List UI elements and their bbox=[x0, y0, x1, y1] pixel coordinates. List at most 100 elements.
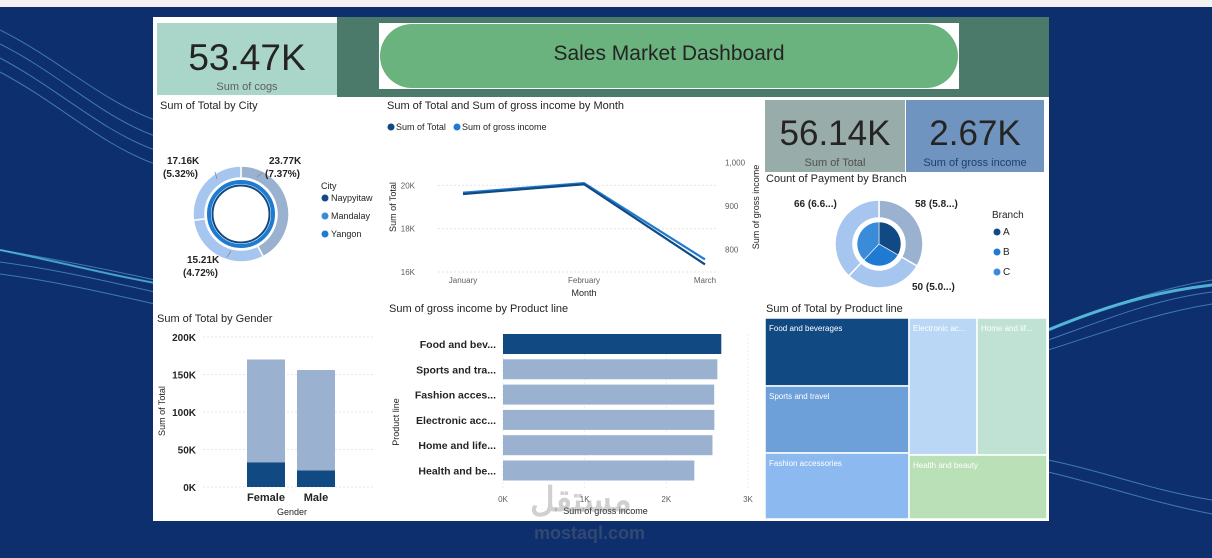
treemap-cell[interactable] bbox=[765, 452, 910, 520]
series-line-total[interactable] bbox=[462, 183, 706, 266]
branch-inner-slice-c[interactable] bbox=[856, 221, 880, 261]
branch-legend-item[interactable]: B bbox=[1003, 247, 1010, 258]
y-tick-label: 20K bbox=[401, 181, 416, 190]
x-tick-label: February bbox=[568, 276, 600, 285]
y-axis-title: Product line bbox=[391, 398, 401, 446]
payment-donut-chart[interactable]: 58 (5.8...) 50 (5.0...) 66 (6.6...) Branch… bbox=[765, 172, 1049, 302]
x-axis-title: Month bbox=[571, 288, 596, 298]
product-bar[interactable] bbox=[503, 334, 722, 354]
month-legend-item[interactable]: Sum of Total bbox=[396, 122, 446, 132]
legend-dot bbox=[321, 230, 329, 238]
kpi-card-gross[interactable]: 2.67K Sum of gross income bbox=[906, 100, 1044, 172]
city-legend-title: City bbox=[321, 181, 337, 191]
city-data-label: 17.16K bbox=[167, 156, 200, 167]
bar-segment-female-light[interactable] bbox=[247, 359, 285, 463]
page-title: Sales Market Dashboard bbox=[553, 42, 785, 65]
treemap-cell[interactable] bbox=[908, 317, 978, 456]
branch-inner-slice-a[interactable] bbox=[878, 221, 902, 256]
city-data-label-pct: (4.72%) bbox=[183, 268, 218, 279]
kpi-card-total[interactable]: 56.14K Sum of Total bbox=[765, 100, 905, 172]
branch-inner-slice-b[interactable] bbox=[863, 243, 899, 267]
product-bar[interactable] bbox=[503, 409, 715, 430]
product-bar[interactable] bbox=[503, 460, 695, 481]
city-data-label: 23.77K bbox=[269, 156, 302, 167]
y-tick-label: Electronic acc... bbox=[416, 415, 496, 427]
product-chart-title: Sum of gross income by Product line bbox=[389, 303, 569, 315]
gender-chart-title: Sum of Total by Gender bbox=[157, 313, 273, 325]
y2-axis-title: Sum of gross income bbox=[751, 165, 761, 250]
branch-data-label: 58 (5.8...) bbox=[915, 199, 958, 210]
branch-slice-c[interactable] bbox=[834, 199, 880, 278]
product-bar-chart[interactable]: 0K 1K 2K 3K Food and bev... Sports and tra..… bbox=[383, 300, 763, 521]
product-bar[interactable] bbox=[503, 435, 713, 456]
bar-segment-female-dark[interactable] bbox=[247, 462, 285, 487]
branch-legend-item[interactable]: A bbox=[1003, 227, 1010, 238]
product-bar[interactable] bbox=[503, 384, 715, 405]
branch-data-label: 66 (6.6...) bbox=[794, 199, 837, 210]
leader-line bbox=[214, 171, 218, 180]
legend-dot bbox=[993, 228, 1001, 236]
bar-segment-male-dark[interactable] bbox=[297, 470, 335, 488]
y-tick-label: 100K bbox=[172, 408, 197, 419]
treemap-cell[interactable] bbox=[765, 385, 910, 454]
y-tick-label: Home and life... bbox=[418, 440, 496, 452]
month-line-chart[interactable]: Sum of Total Sum of gross income 20K 18K 16… bbox=[383, 97, 763, 307]
gender-bar-chart[interactable]: 200K 150K 100K 50K 0K Female Male Gender Sum of… bbox=[153, 311, 381, 521]
treemap-cell-label: Home and lif... bbox=[981, 324, 1033, 333]
city-slice-yangon[interactable] bbox=[192, 165, 242, 222]
x-tick-label: 2K bbox=[661, 495, 671, 504]
leader-line bbox=[226, 250, 232, 258]
city-legend-item[interactable]: Yangon bbox=[331, 229, 361, 239]
y2-tick-label: 800 bbox=[725, 245, 739, 254]
month-legend-item[interactable]: Sum of gross income bbox=[462, 122, 547, 132]
legend-dot bbox=[321, 212, 329, 220]
city-inner-ring bbox=[207, 180, 275, 248]
y-tick-label: 150K bbox=[172, 371, 197, 382]
watermark-latin: mostaql.com bbox=[534, 523, 646, 543]
x-axis-title: Gender bbox=[277, 507, 307, 517]
city-data-label: 15.21K bbox=[187, 255, 220, 266]
branch-legend-item[interactable]: C bbox=[1003, 267, 1010, 278]
product-treemap[interactable]: Food and beverages Sports and travel Fashi… bbox=[765, 302, 1049, 521]
product-bar[interactable] bbox=[503, 359, 718, 380]
kpi-value: 56.14K bbox=[779, 114, 891, 153]
y-axis-title: Sum of Total bbox=[157, 386, 167, 436]
branch-legend-title: Branch bbox=[992, 210, 1024, 221]
legend-dot bbox=[993, 248, 1001, 256]
kpi-value: 2.67K bbox=[929, 114, 1021, 153]
x-tick-label: January bbox=[449, 276, 477, 285]
legend-dot bbox=[453, 123, 461, 131]
city-legend-item[interactable]: Mandalay bbox=[331, 211, 371, 221]
city-donut-chart[interactable]: 23.77K(7.37%)17.16K(5.32%)15.21K(4.72%) … bbox=[157, 97, 379, 311]
treemap-cell-label: Food and beverages bbox=[769, 324, 842, 333]
treemap-cell[interactable] bbox=[908, 454, 1048, 520]
kpi-label: Sum of Total bbox=[804, 157, 866, 169]
city-data-label-pct: (5.32%) bbox=[163, 169, 198, 180]
leader-line bbox=[256, 171, 264, 178]
x-tick-label: March bbox=[694, 276, 716, 285]
y-tick-label: Sports and tra... bbox=[416, 364, 496, 376]
y-tick-label: Food and bev... bbox=[420, 339, 496, 351]
y2-tick-label: 900 bbox=[725, 202, 739, 211]
city-inner-ring-dark bbox=[211, 184, 271, 244]
legend-dot bbox=[993, 268, 1001, 276]
treemap-cell-label: Sports and travel bbox=[769, 392, 830, 401]
kpi-label: Sum of cogs bbox=[216, 81, 278, 93]
month-chart-title: Sum of Total and Sum of gross income by … bbox=[387, 100, 625, 112]
treemap-cell-label: Fashion accessories bbox=[769, 459, 842, 468]
y-tick-label: Health and be... bbox=[418, 466, 496, 478]
city-legend-item[interactable]: Naypyitaw bbox=[331, 193, 373, 203]
x-tick-label: 0K bbox=[498, 495, 508, 504]
kpi-card-cogs[interactable]: 53.47K Sum of cogs bbox=[157, 23, 337, 95]
x-tick-label: 3K bbox=[743, 495, 753, 504]
x-tick-label: 1K bbox=[580, 495, 590, 504]
y-tick-label: 0K bbox=[183, 483, 197, 494]
bar-segment-male-light[interactable] bbox=[297, 370, 335, 471]
treemap-cell[interactable] bbox=[976, 317, 1048, 456]
kpi-value: 53.47K bbox=[188, 37, 306, 78]
treemap-cell[interactable] bbox=[765, 317, 910, 387]
y-tick-label: 200K bbox=[172, 333, 197, 344]
legend-dot bbox=[321, 194, 329, 202]
x-tick-label: Male bbox=[304, 492, 328, 504]
series-line-gross-income[interactable] bbox=[462, 182, 706, 261]
